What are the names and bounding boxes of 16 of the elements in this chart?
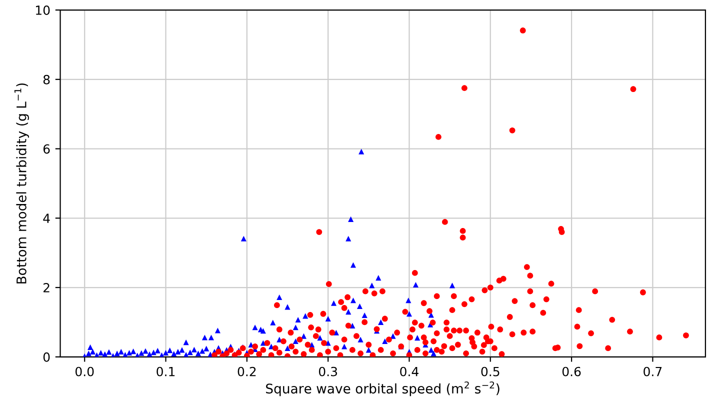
- y-tick-label: 8: [43, 74, 50, 84]
- x-tick-label: 0.7: [644, 366, 662, 376]
- y-tick-label: 4: [43, 214, 50, 223]
- y-tick-label: 0: [43, 352, 50, 362]
- x-tick-label: 0.1: [156, 366, 175, 376]
- y-axis-title: Bottom model turbidity (g L$^{−1}$): [14, 83, 29, 284]
- x-tick-label: 0.5: [481, 366, 500, 376]
- x-tick-label: 0.4: [400, 366, 418, 376]
- y-tick-label: 2: [44, 282, 50, 292]
- x-tick-label: 0.3: [318, 366, 338, 376]
- x-tick-label: 0.6: [562, 366, 581, 376]
- y-tick-label: 6: [43, 144, 50, 154]
- x-tick-label: 0.2: [238, 366, 256, 376]
- y-tick-label: 10: [36, 5, 50, 15]
- x-tick-label: 0.0: [75, 366, 94, 376]
- x-axis-title: Square wave orbital speed (m$^{2}$ s$^{−2}$): [266, 381, 500, 396]
